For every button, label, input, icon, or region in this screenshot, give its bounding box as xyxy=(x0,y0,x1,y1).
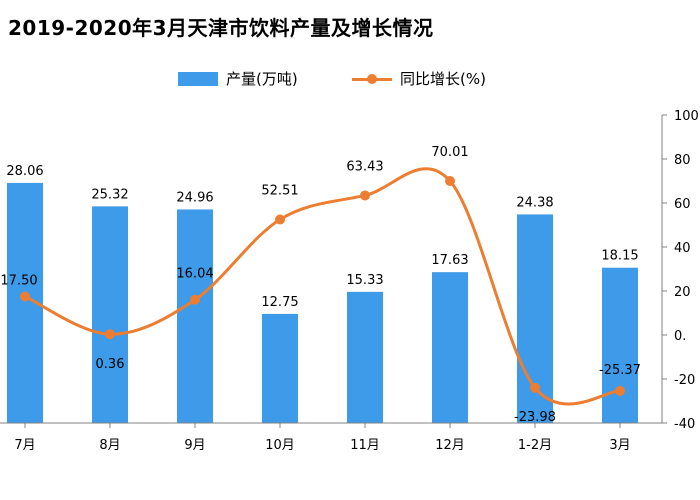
growth-point xyxy=(360,190,370,201)
growth-point xyxy=(105,329,115,340)
legend-item-line: 同比增长(%) xyxy=(352,68,486,89)
bar-data-label: 24.96 xyxy=(176,190,213,205)
right-y-tick-label: 80 xyxy=(674,153,691,168)
line-data-label: -25.37 xyxy=(599,363,641,378)
right-y-tick-label: 100 xyxy=(674,109,699,124)
line-data-label: -23.98 xyxy=(514,410,556,425)
line-data-label: 52.51 xyxy=(261,183,298,198)
bar-data-label: 12.75 xyxy=(261,295,298,310)
growth-point xyxy=(190,294,200,305)
bar xyxy=(602,267,638,423)
line-data-label: 16.04 xyxy=(176,267,213,282)
legend-bar-label: 产量(万吨) xyxy=(226,70,298,88)
right-y-tick-label: -40 xyxy=(674,417,695,432)
x-tick-label: 7月 xyxy=(14,438,35,453)
legend: 产量(万吨) 同比增长(%) xyxy=(0,68,700,92)
legend-line-swatch xyxy=(352,72,392,86)
line-data-label: 0.36 xyxy=(96,357,125,372)
growth-point xyxy=(20,291,30,302)
bar-data-label: 28.06 xyxy=(6,164,43,179)
bar-data-label: 15.33 xyxy=(346,273,383,288)
bar-data-label: 18.15 xyxy=(601,249,638,264)
bar xyxy=(177,209,213,423)
bar xyxy=(92,206,128,423)
x-tick-label: 12月 xyxy=(435,438,465,453)
growth-point xyxy=(275,214,285,225)
growth-point xyxy=(445,175,455,186)
bar xyxy=(262,313,298,423)
x-tick-label: 1-2月 xyxy=(518,438,552,453)
x-tick-label: 10月 xyxy=(265,438,295,453)
line-data-label: 17.50 xyxy=(0,274,37,289)
line-data-label: 63.43 xyxy=(346,159,383,174)
line-data-label: 70.01 xyxy=(431,145,468,160)
right-y-tick-label: -20 xyxy=(674,373,695,388)
growth-point xyxy=(615,385,625,396)
bar-data-label: 25.32 xyxy=(91,187,128,202)
right-y-tick-label: 0. xyxy=(674,329,686,344)
bar-data-label: 17.63 xyxy=(431,253,468,268)
x-tick-label: 8月 xyxy=(99,438,120,453)
legend-bar-swatch xyxy=(178,71,218,86)
x-tick-label: 11月 xyxy=(350,438,380,453)
chart-title: 2019-2020年3月天津市饮料产量及增长情况 xyxy=(8,16,434,40)
right-y-tick-label: 20 xyxy=(674,285,691,300)
legend-line-label: 同比增长(%) xyxy=(400,70,486,88)
x-tick-label: 3月 xyxy=(609,438,630,453)
bar xyxy=(432,272,468,423)
bar-data-label: 24.38 xyxy=(516,195,553,210)
bar xyxy=(347,291,383,423)
growth-point xyxy=(530,382,540,393)
right-y-tick-label: 40 xyxy=(674,241,691,256)
x-tick-label: 9月 xyxy=(184,438,205,453)
growth-line xyxy=(24,167,621,406)
right-y-tick-label: 60 xyxy=(674,197,691,212)
legend-item-bar: 产量(万吨) xyxy=(178,68,298,89)
